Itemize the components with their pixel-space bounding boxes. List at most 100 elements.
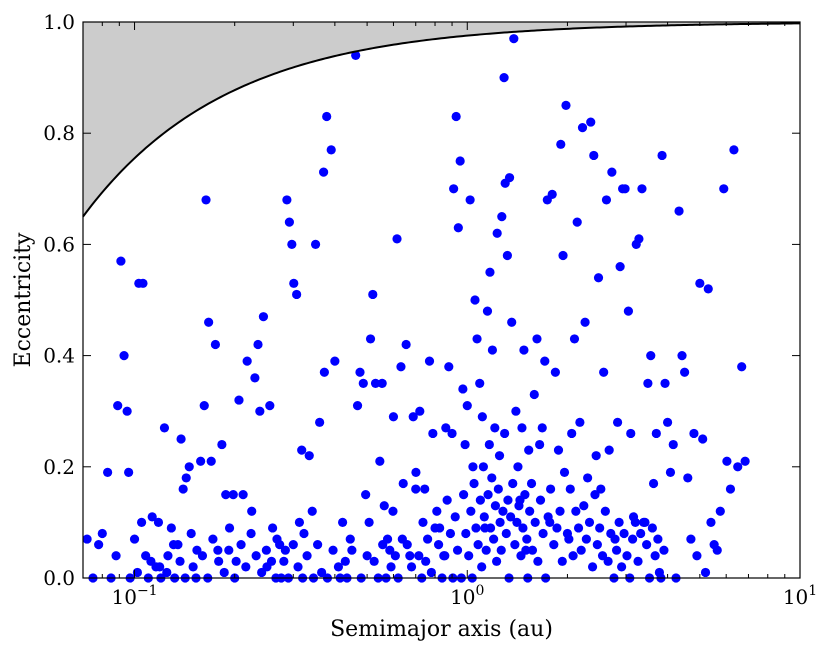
data-point xyxy=(595,523,605,533)
data-point xyxy=(292,289,302,300)
data-point xyxy=(481,545,491,555)
data-point xyxy=(246,528,256,539)
data-point xyxy=(238,490,248,500)
data-point xyxy=(573,523,584,533)
data-point xyxy=(369,556,379,566)
data-point xyxy=(601,195,612,205)
data-point xyxy=(715,506,725,516)
data-point xyxy=(565,484,575,494)
data-point xyxy=(390,551,400,561)
data-point xyxy=(494,451,505,461)
data-point xyxy=(213,545,223,555)
data-point xyxy=(451,111,461,122)
data-point xyxy=(204,317,214,327)
data-point xyxy=(479,512,489,522)
data-point xyxy=(315,417,325,427)
data-point xyxy=(208,534,218,544)
data-point xyxy=(361,490,371,500)
data-point xyxy=(196,456,206,466)
data-point xyxy=(224,523,235,533)
data-point xyxy=(692,551,702,561)
data-point xyxy=(617,562,627,572)
data-point xyxy=(462,401,472,411)
data-point xyxy=(299,528,309,539)
data-point xyxy=(388,412,399,422)
data-point xyxy=(113,401,123,411)
data-point xyxy=(219,567,229,578)
data-point xyxy=(442,495,452,505)
data-point xyxy=(538,528,548,539)
x-tick-label: 101 xyxy=(783,583,817,609)
data-point xyxy=(615,262,625,272)
data-point xyxy=(310,239,321,249)
data-point xyxy=(266,556,277,566)
data-point xyxy=(482,306,493,316)
data-point xyxy=(119,351,129,361)
data-point xyxy=(485,267,495,277)
data-point xyxy=(444,362,454,372)
data-point xyxy=(242,356,252,366)
data-point xyxy=(268,523,278,533)
data-point xyxy=(577,123,588,133)
data-point xyxy=(287,239,297,249)
data-point xyxy=(351,50,361,60)
data-point xyxy=(543,512,553,522)
data-point xyxy=(176,434,186,444)
data-point xyxy=(255,406,265,416)
excluded-region-layer xyxy=(83,22,800,217)
data-point xyxy=(155,562,165,572)
data-point xyxy=(514,501,524,511)
data-point xyxy=(729,145,739,155)
data-point xyxy=(147,512,157,522)
data-point xyxy=(379,501,389,511)
data-point xyxy=(547,189,557,199)
data-point xyxy=(733,462,743,472)
data-point xyxy=(258,312,269,322)
data-point xyxy=(575,417,585,427)
data-point xyxy=(293,562,303,572)
data-point xyxy=(288,540,298,550)
data-point xyxy=(689,428,699,439)
data-point xyxy=(483,490,493,500)
boundary-curve xyxy=(82,22,801,218)
data-point xyxy=(647,523,657,533)
data-point xyxy=(665,467,676,477)
data-point xyxy=(197,551,208,561)
data-point xyxy=(153,517,164,528)
data-point xyxy=(614,517,624,528)
data-point xyxy=(345,534,355,544)
x-tick-label: 100 xyxy=(450,583,484,609)
data-point xyxy=(677,351,687,361)
data-point xyxy=(545,484,556,494)
data-point xyxy=(498,506,508,516)
data-point xyxy=(210,339,221,350)
data-point xyxy=(253,339,263,350)
data-point xyxy=(447,428,457,439)
data-point xyxy=(340,556,350,566)
data-point xyxy=(591,451,601,461)
data-point xyxy=(458,384,468,394)
data-point xyxy=(492,228,502,238)
data-point xyxy=(247,506,257,516)
data-point xyxy=(628,534,638,544)
data-point xyxy=(423,534,433,544)
data-point xyxy=(313,540,323,550)
data-point xyxy=(639,517,649,528)
data-point xyxy=(430,523,440,533)
data-point xyxy=(651,428,661,439)
data-point xyxy=(506,512,516,522)
data-point xyxy=(695,278,705,288)
data-point xyxy=(511,406,521,416)
data-point xyxy=(472,334,482,344)
data-point xyxy=(408,412,418,422)
data-point xyxy=(461,528,471,539)
data-point xyxy=(513,462,523,472)
data-point xyxy=(593,273,604,283)
y-tick-label: 0.4 xyxy=(43,344,75,368)
excluded-region xyxy=(83,22,800,217)
data-point xyxy=(680,367,690,377)
data-point xyxy=(355,367,365,377)
data-point xyxy=(401,339,411,350)
data-point xyxy=(517,423,527,433)
